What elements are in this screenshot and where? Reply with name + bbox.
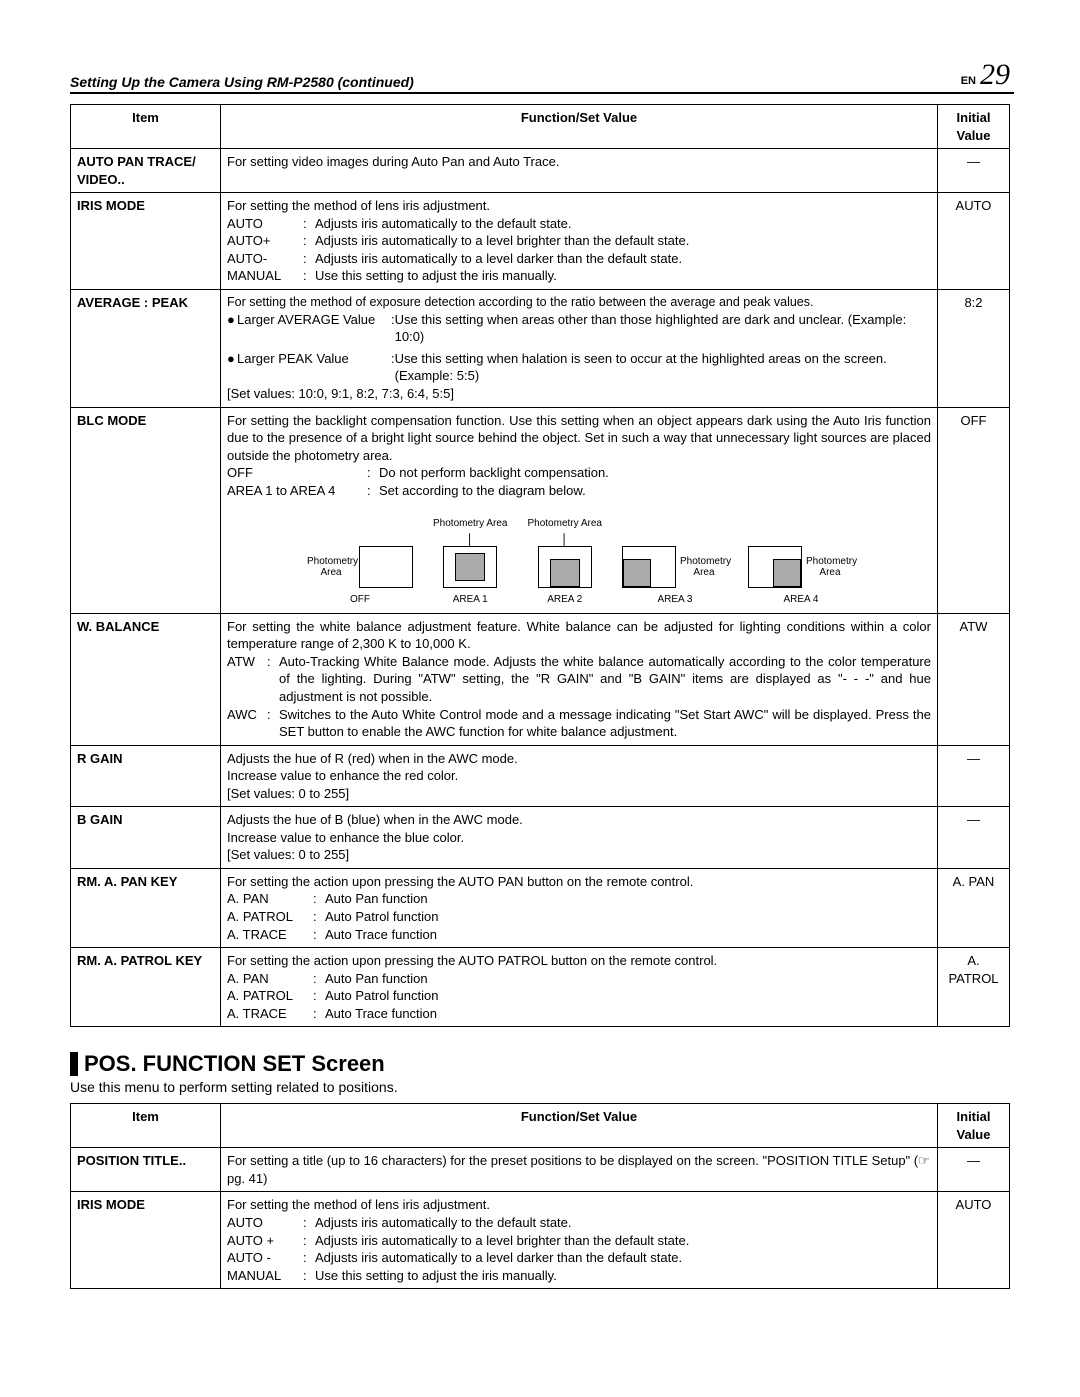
row-wb: W. BALANCE For setting the white balance… — [71, 613, 1010, 745]
desc-bgain: Adjusts the hue of B (blue) when in the … — [221, 807, 938, 869]
desc-patrol: For setting the action upon pressing the… — [221, 948, 938, 1027]
page-number-block: EN 29 — [961, 60, 1010, 90]
desc2-iris: For setting the method of lens iris adju… — [221, 1192, 938, 1289]
item-iris: IRIS MODE — [71, 193, 221, 290]
item-bgain: B GAIN — [71, 807, 221, 869]
avg-lead: For setting the method of exposure detec… — [227, 294, 931, 311]
blc-diagram: Photometry Area OFF Photometry Area │ AR… — [307, 507, 931, 607]
init-bgain: — — [938, 807, 1010, 869]
wb-lead: For setting the white balance adjustment… — [227, 618, 931, 653]
row2-iris: IRIS MODE For setting the method of lens… — [71, 1192, 1010, 1289]
init2-postitle: — — [938, 1148, 1010, 1192]
row-avg: AVERAGE : PEAK For setting the method of… — [71, 289, 1010, 407]
row-patrol: RM. A. PATROL KEY For setting the action… — [71, 948, 1010, 1027]
init-rgain: — — [938, 745, 1010, 807]
item-blc: BLC MODE — [71, 407, 221, 613]
dia-a3: Photometry Area AREA 3 — [622, 521, 728, 607]
desc-pan: For setting the action upon pressing the… — [221, 868, 938, 947]
item-autopan: AUTO PAN TRACE/ VIDEO.. — [71, 149, 221, 193]
desc-avg: For setting the method of exposure detec… — [221, 289, 938, 407]
th-func: Function/Set Value — [221, 105, 938, 149]
section-pos-heading: POS. FUNCTION SET Screen — [70, 1051, 1010, 1077]
th2-item: Item — [71, 1104, 221, 1148]
row-autopan: AUTO PAN TRACE/ VIDEO.. For setting vide… — [71, 149, 1010, 193]
th-item: Item — [71, 105, 221, 149]
blc-p1: For setting the backlight compensation f… — [227, 412, 931, 465]
row-rgain: R GAIN Adjusts the hue of R (red) when i… — [71, 745, 1010, 807]
item-wb: W. BALANCE — [71, 613, 221, 745]
init-wb: ATW — [938, 613, 1010, 745]
init-autopan: — — [938, 149, 1010, 193]
section-title: POS. FUNCTION SET Screen — [84, 1051, 385, 1077]
item2-iris: IRIS MODE — [71, 1192, 221, 1289]
item-patrol: RM. A. PATROL KEY — [71, 948, 221, 1027]
row-iris: IRIS MODE For setting the method of lens… — [71, 193, 1010, 290]
init-patrol: A. PATROL — [938, 948, 1010, 1027]
header-title: Setting Up the Camera Using RM-P2580 (co… — [70, 74, 414, 90]
desc-wb: For setting the white balance adjustment… — [221, 613, 938, 745]
row2-postitle: POSITION TITLE.. For setting a title (up… — [71, 1148, 1010, 1192]
row-blc: BLC MODE For setting the backlight compe… — [71, 407, 1010, 613]
page-number: 29 — [980, 60, 1010, 90]
row-bgain: B GAIN Adjusts the hue of B (blue) when … — [71, 807, 1010, 869]
section-bar-icon — [70, 1052, 78, 1076]
item-pan: RM. A. PAN KEY — [71, 868, 221, 947]
section-subtitle: Use this menu to perform setting related… — [70, 1079, 1010, 1095]
item2-postitle: POSITION TITLE.. — [71, 1148, 221, 1192]
init-avg: 8:2 — [938, 289, 1010, 407]
lang-label: EN — [961, 75, 976, 87]
desc-rgain: Adjusts the hue of R (red) when in the A… — [221, 745, 938, 807]
init-blc: OFF — [938, 407, 1010, 613]
item-rgain: R GAIN — [71, 745, 221, 807]
dia-off: Photometry Area OFF — [307, 521, 413, 607]
init-pan: A. PAN — [938, 868, 1010, 947]
dia-a1: Photometry Area │ AREA 1 — [433, 507, 507, 607]
desc-blc: For setting the backlight compensation f… — [221, 407, 938, 613]
iris-lead: For setting the method of lens iris adju… — [227, 197, 931, 215]
desc2-postitle: For setting a title (up to 16 characters… — [221, 1148, 938, 1192]
item-avg: AVERAGE : PEAK — [71, 289, 221, 407]
desc-autopan: For setting video images during Auto Pan… — [221, 149, 938, 193]
init2-iris: AUTO — [938, 1192, 1010, 1289]
th-init: Initial Value — [938, 105, 1010, 149]
th2-func: Function/Set Value — [221, 1104, 938, 1148]
row-pan: RM. A. PAN KEY For setting the action up… — [71, 868, 1010, 947]
settings-table-1: Item Function/Set Value Initial Value AU… — [70, 104, 1010, 1027]
avg-set: [Set values: 10:0, 9:1, 8:2, 7:3, 6:4, 5… — [227, 385, 931, 403]
dia-a4: Photometry Area AREA 4 — [748, 521, 854, 607]
page-header: Setting Up the Camera Using RM-P2580 (co… — [70, 60, 1010, 94]
dia-a2: Photometry Area │ AREA 2 — [527, 507, 601, 607]
desc-iris: For setting the method of lens iris adju… — [221, 193, 938, 290]
init-iris: AUTO — [938, 193, 1010, 290]
settings-table-2: Item Function/Set Value Initial Value PO… — [70, 1103, 1010, 1289]
th2-init: Initial Value — [938, 1104, 1010, 1148]
